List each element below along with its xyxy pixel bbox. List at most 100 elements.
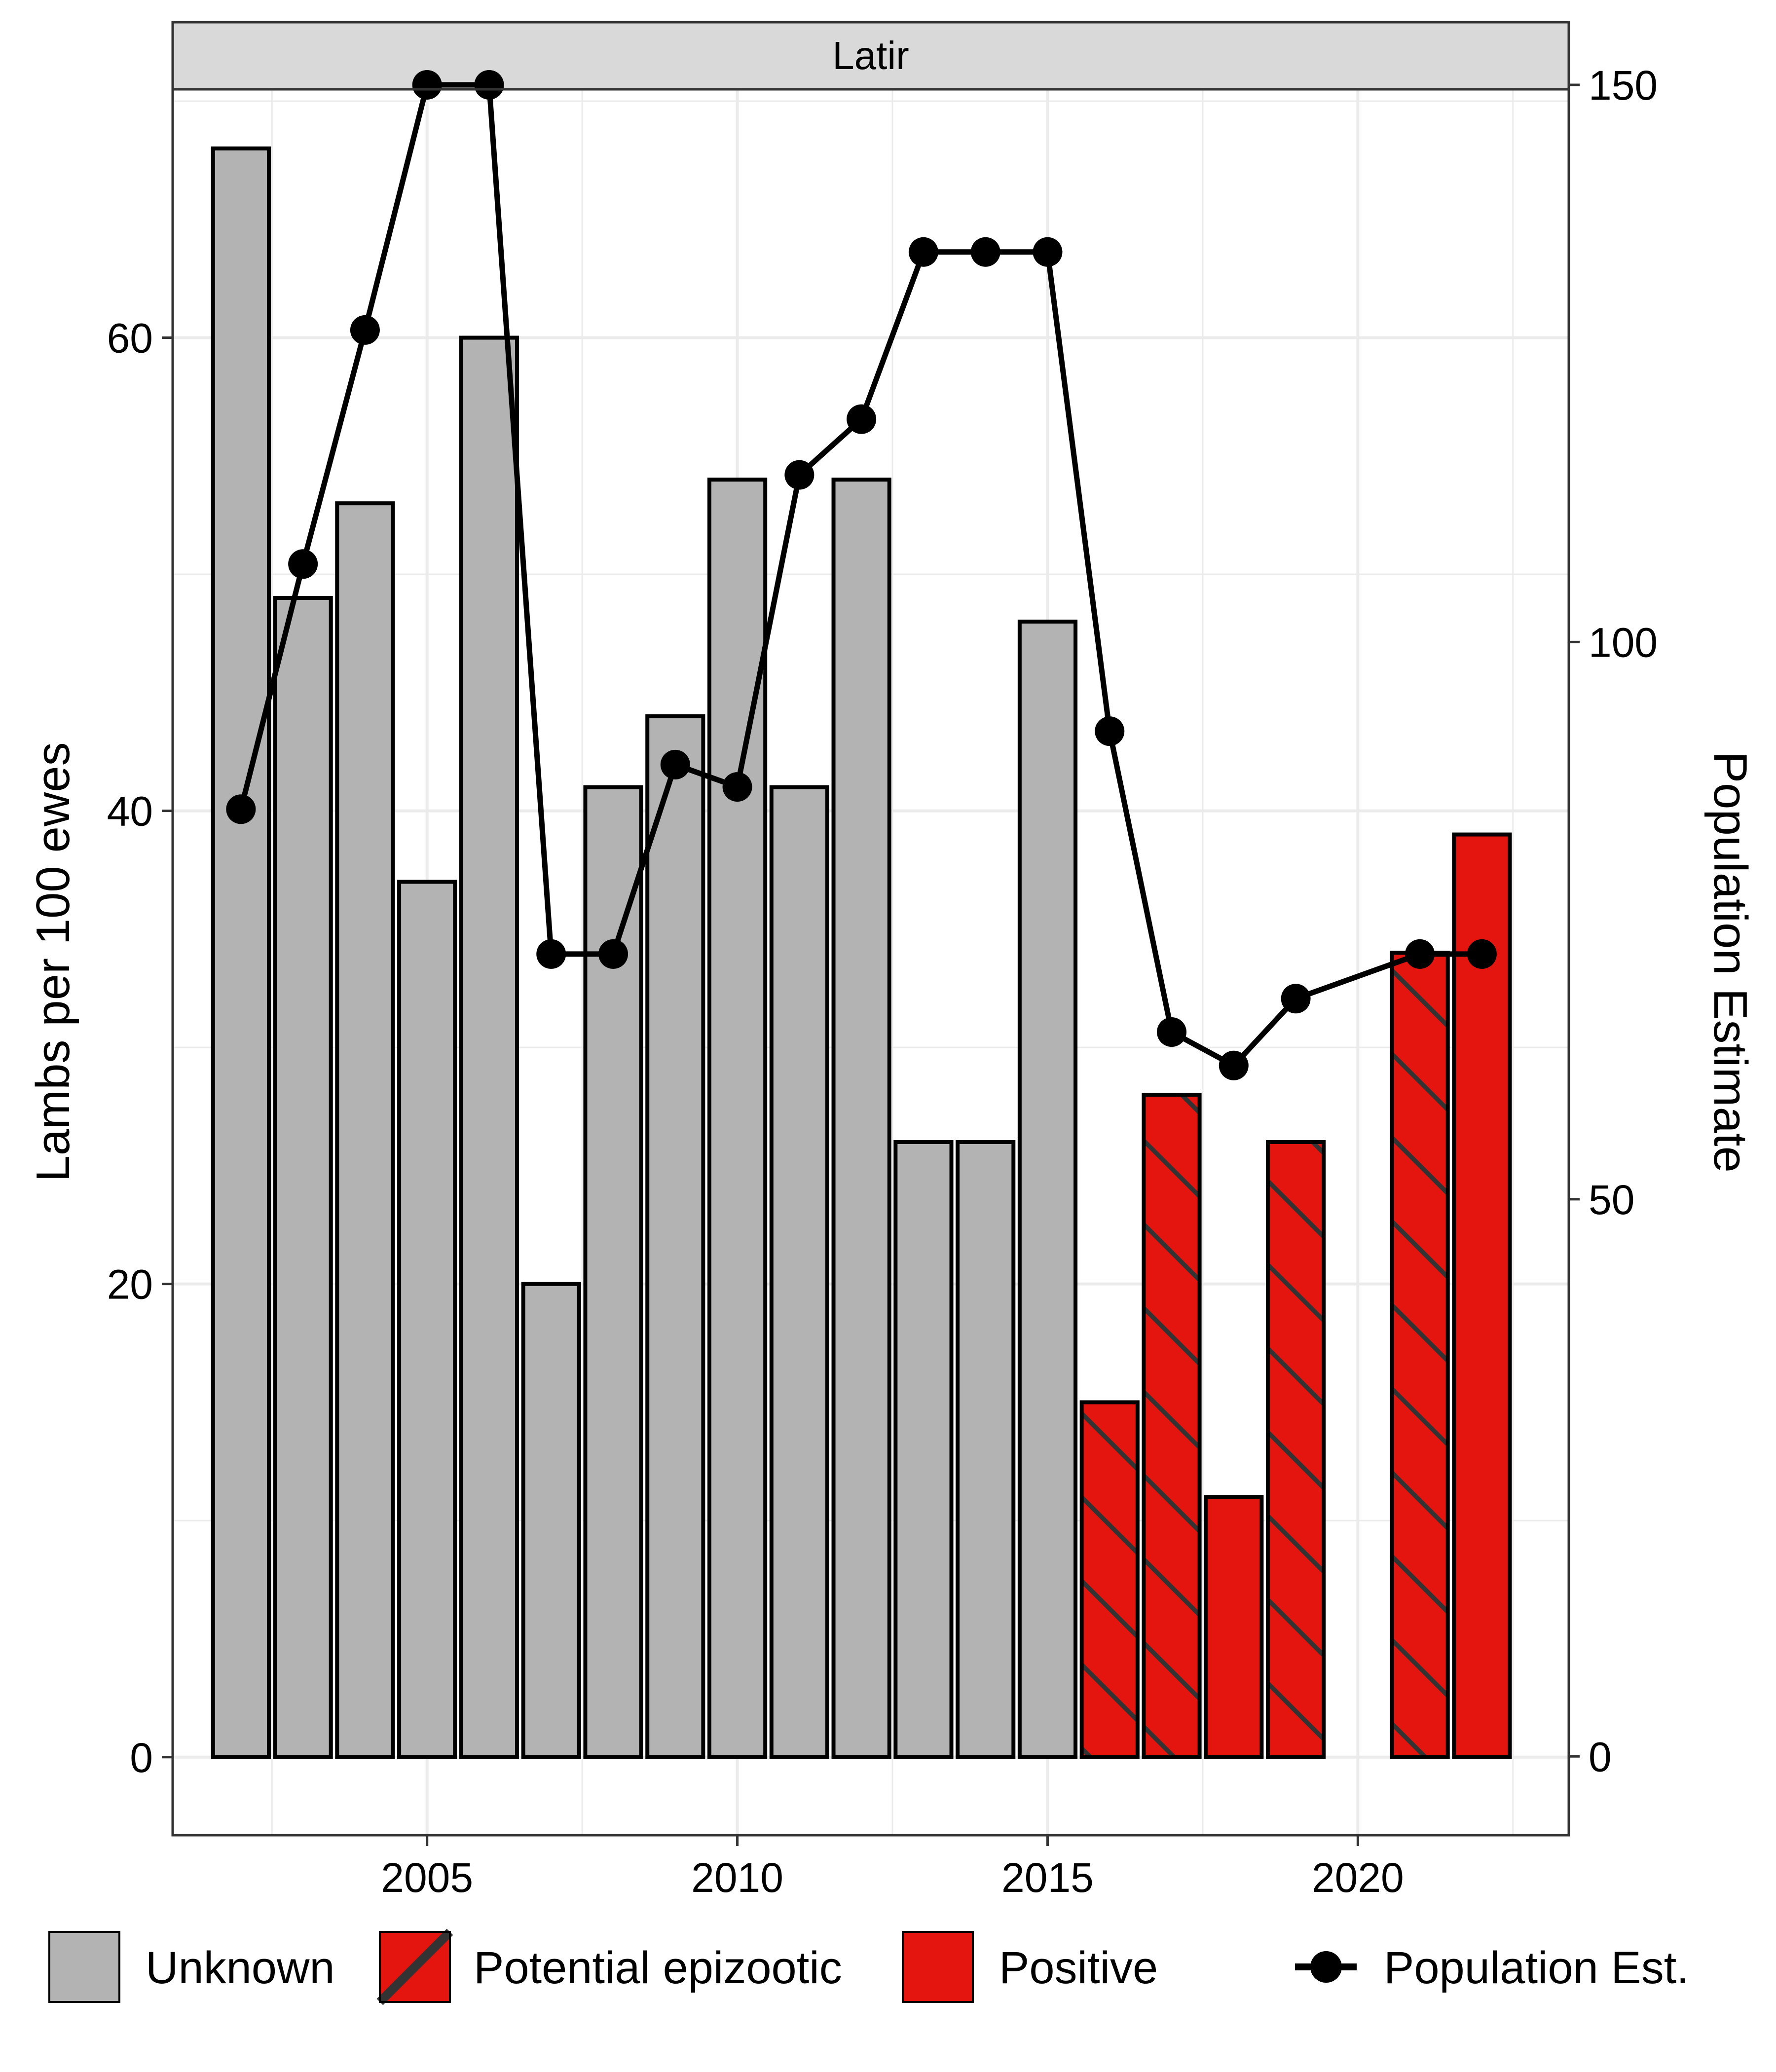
legend-label-positive: Positive [999,1943,1158,1993]
x-tick-label: 2010 [691,1854,783,1901]
population-point-2015 [1033,237,1063,267]
population-point-2018 [1219,1050,1249,1080]
legend-swatch-positive [902,1931,974,2003]
population-point-2002 [226,794,256,824]
bar-unknown-2013 [895,1142,952,1757]
legend-label-population-est: Population Est. [1384,1943,1689,1993]
bar-unknown-2011 [771,787,827,1757]
legend-item-positive: Positive [902,1931,1158,2003]
bar-outline-2014 [956,1140,1016,1759]
legend-swatch-potential-epizootic-border [379,1931,451,2003]
y-axis-title-left: Lambs per 100 ewes [27,742,79,1182]
x-axis: 2005 2010 2015 2020 [381,1835,1404,1901]
y-tick-label-right: 150 [1589,62,1658,109]
y-tick-label-right: 100 [1589,619,1658,666]
bar-2018 [1204,1495,1264,1759]
bar-hatch-2016 [1081,1402,1138,1757]
bar-unknown-2008 [585,787,641,1757]
bar-positive-2022 [1454,834,1510,1757]
legend-label-potential-epizootic: Potential epizootic [474,1943,842,1993]
legend-item-unknown: Unknown [48,1931,335,2003]
bar-unknown-2010 [709,480,766,1757]
bar-outline-2017 [1142,1093,1202,1759]
population-point-2011 [784,460,814,490]
x-tick-label: 2005 [381,1854,473,1901]
legend-marker-population-est [1310,1951,1342,1983]
population-point-2007 [536,939,566,969]
bar-2017 [1142,1093,1202,1759]
bar-2006 [459,335,519,1759]
bars-layer [211,146,1512,1759]
bar-2009 [645,714,705,1759]
bar-2002 [211,146,271,1759]
legend-swatch-unknown [48,1931,120,2003]
legend-label-unknown: Unknown [146,1943,335,1993]
population-point-2021 [1405,939,1435,969]
population-point-2016 [1095,716,1125,746]
population-line-layer [226,70,1497,1080]
bar-2021 [1390,951,1450,1759]
population-point-2010 [722,772,752,802]
bar-outline-2015 [1017,619,1078,1759]
bar-unknown-2014 [958,1142,1014,1757]
bar-2003 [273,596,333,1759]
legend-hatch-potential-epizootic [376,1928,453,2005]
bar-outline-2009 [645,714,705,1759]
bar-unknown-2003 [275,598,331,1757]
bar-outline-2013 [893,1140,954,1759]
bar-outline-2003 [273,596,333,1759]
bar-unknown-2009 [647,716,703,1757]
bar-outline-2011 [769,785,829,1759]
y-tick-label-left: 40 [107,788,153,835]
population-point-2019 [1281,984,1311,1014]
y-axis-left: 0 20 40 60 [107,315,173,1781]
population-point-2009 [660,749,690,779]
legend-item-potential-epizootic: Potential epizootic [376,1928,842,2005]
population-point-2014 [970,237,1000,267]
bar-2015 [1017,619,1078,1759]
bar-2019 [1265,1140,1326,1759]
bar-unknown-2006 [461,337,518,1757]
bar-2013 [893,1140,954,1759]
y-tick-label-right: 0 [1589,1734,1612,1780]
x-tick-label: 2015 [1001,1854,1094,1901]
legend: Unknown Potential epizootic Positive Pop… [48,1928,1689,2005]
bar-hatch-2017 [1144,1095,1200,1757]
y-axis-title-right: Population Estimate [1704,751,1757,1173]
bar-unknown-2004 [337,503,393,1757]
plot-area [171,70,1570,1837]
facet-strip-label: Latir [832,34,909,77]
population-point-2008 [598,939,629,969]
bar-outline-2018 [1204,1495,1264,1759]
population-point-2022 [1467,939,1497,969]
bar-unknown-2005 [399,882,455,1757]
bar-outline-2004 [335,501,395,1759]
bar-2004 [335,501,395,1759]
y-tick-label-left: 0 [130,1735,153,1781]
population-point-2017 [1157,1017,1187,1047]
bar-2022 [1452,832,1512,1759]
bar-outline-2012 [831,478,891,1759]
plot-border [171,88,1570,1837]
bar-outline-2006 [459,335,519,1759]
y-axis-right: 0 50 100 150 [1569,62,1658,1780]
bar-outline-2007 [521,1282,581,1759]
bar-outline-2016 [1079,1400,1140,1759]
bar-unknown-2007 [523,1284,579,1757]
bar-unknown-2002 [213,148,269,1757]
bar-hatch-2021 [1392,953,1448,1757]
bar-2011 [769,785,829,1759]
population-point-2012 [847,404,877,434]
y-tick-label-left: 20 [107,1261,153,1308]
population-point-2003 [288,549,318,579]
bar-outline-2010 [707,478,768,1759]
bar-2014 [956,1140,1016,1759]
bar-outline-2019 [1265,1140,1326,1759]
x-tick-label: 2020 [1312,1854,1404,1901]
bar-unknown-2015 [1019,621,1076,1757]
bar-unknown-2012 [833,480,889,1757]
bar-2005 [397,880,457,1759]
population-point-2013 [908,237,938,267]
bar-outline-2002 [211,146,271,1759]
